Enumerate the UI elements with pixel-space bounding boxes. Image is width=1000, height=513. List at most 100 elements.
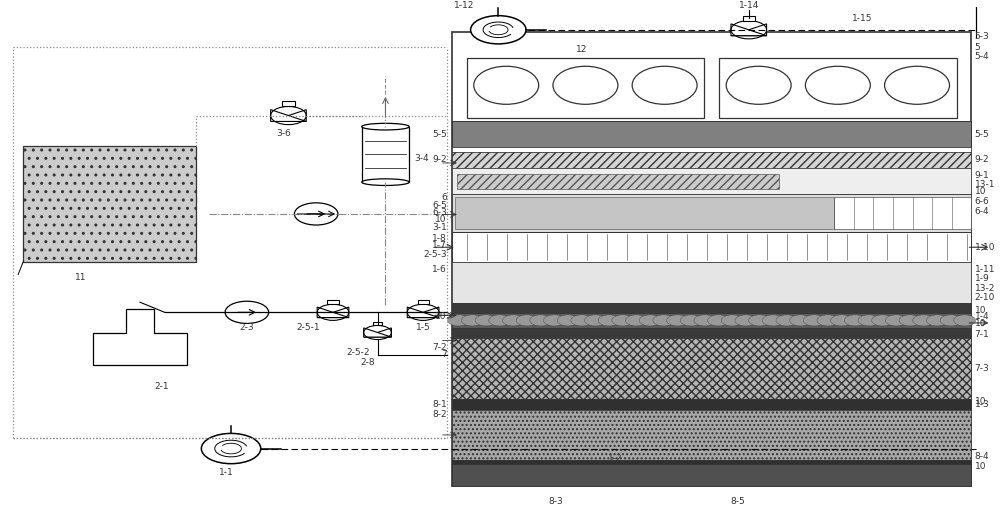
Bar — [719, 57, 957, 118]
Circle shape — [762, 315, 784, 326]
Text: 10: 10 — [435, 215, 447, 224]
Text: 5-5: 5-5 — [432, 130, 447, 139]
Text: 10: 10 — [974, 462, 986, 471]
Polygon shape — [407, 307, 439, 318]
Circle shape — [502, 315, 524, 326]
Text: 6-3: 6-3 — [432, 208, 447, 218]
Circle shape — [721, 315, 743, 326]
Text: 1-1: 1-1 — [219, 468, 233, 477]
Circle shape — [940, 315, 962, 326]
Text: 2-10: 2-10 — [974, 293, 995, 302]
Text: 8-1: 8-1 — [432, 400, 447, 409]
Circle shape — [913, 315, 935, 326]
Bar — [467, 57, 704, 118]
Text: 12: 12 — [576, 46, 587, 54]
Bar — [282, 102, 295, 107]
Text: 8-4: 8-4 — [974, 451, 989, 461]
Ellipse shape — [726, 66, 791, 104]
Bar — [23, 146, 196, 262]
Ellipse shape — [805, 66, 870, 104]
Text: 11: 11 — [75, 272, 87, 282]
Ellipse shape — [885, 66, 950, 104]
Text: 1-4: 1-4 — [974, 312, 989, 321]
Text: 5-4: 5-4 — [974, 52, 989, 61]
Bar — [834, 198, 971, 229]
Text: 7-3: 7-3 — [974, 364, 989, 373]
Text: 13-1: 13-1 — [974, 180, 995, 189]
Circle shape — [817, 315, 839, 326]
Circle shape — [954, 315, 976, 326]
Circle shape — [475, 315, 497, 326]
Polygon shape — [317, 307, 349, 318]
Text: 10: 10 — [974, 397, 986, 406]
Circle shape — [776, 315, 798, 326]
Ellipse shape — [632, 66, 697, 104]
Circle shape — [708, 315, 729, 326]
Ellipse shape — [553, 66, 618, 104]
Text: 6-4: 6-4 — [974, 207, 989, 216]
Text: 10: 10 — [974, 320, 986, 328]
Text: 2-8: 2-8 — [360, 358, 375, 367]
Circle shape — [899, 315, 921, 326]
Circle shape — [694, 315, 716, 326]
Polygon shape — [317, 307, 349, 318]
Text: 3-4: 3-4 — [414, 154, 429, 163]
Text: 7-1: 7-1 — [974, 329, 989, 339]
Polygon shape — [407, 307, 439, 318]
Circle shape — [735, 315, 757, 326]
Bar — [452, 303, 971, 313]
Circle shape — [667, 315, 688, 326]
Text: 5-5: 5-5 — [974, 130, 989, 139]
Circle shape — [571, 315, 593, 326]
Bar — [418, 300, 429, 304]
Bar — [452, 313, 971, 328]
Bar — [455, 198, 834, 229]
Ellipse shape — [362, 179, 409, 186]
Bar — [452, 152, 971, 168]
Bar — [452, 464, 971, 486]
Circle shape — [626, 315, 647, 326]
Text: 2-1: 2-1 — [155, 382, 169, 391]
Circle shape — [201, 433, 261, 464]
Bar — [452, 232, 971, 262]
Bar — [373, 322, 382, 325]
Ellipse shape — [474, 66, 539, 104]
Text: 9-2: 9-2 — [432, 155, 447, 165]
Circle shape — [653, 315, 675, 326]
Text: 1-5: 1-5 — [416, 323, 430, 332]
Circle shape — [680, 315, 702, 326]
Text: 9-2: 9-2 — [974, 155, 989, 165]
Bar — [452, 121, 971, 147]
Bar — [452, 168, 971, 194]
Polygon shape — [93, 309, 187, 365]
Bar — [452, 410, 971, 460]
Text: 5: 5 — [974, 43, 980, 52]
Text: 2-5-3: 2-5-3 — [423, 250, 447, 259]
Circle shape — [598, 315, 620, 326]
Circle shape — [790, 315, 811, 326]
Text: 1-7: 1-7 — [432, 241, 447, 250]
Circle shape — [543, 315, 565, 326]
Text: 1-6: 1-6 — [432, 265, 447, 274]
Text: 13-2: 13-2 — [974, 284, 995, 293]
Text: 5-3: 5-3 — [974, 32, 989, 41]
Bar — [452, 460, 971, 470]
Text: 10: 10 — [974, 306, 986, 315]
Bar — [452, 328, 971, 338]
Text: 6: 6 — [441, 193, 447, 202]
Text: 1-3: 1-3 — [974, 400, 989, 409]
Text: 8-2: 8-2 — [432, 410, 447, 419]
Text: 8-5: 8-5 — [730, 497, 745, 506]
Text: 2-5-1: 2-5-1 — [296, 323, 320, 332]
Bar — [452, 194, 971, 232]
Polygon shape — [364, 328, 391, 337]
Circle shape — [872, 315, 893, 326]
Bar — [327, 300, 339, 304]
Circle shape — [612, 315, 634, 326]
Bar — [452, 399, 971, 410]
Text: 1-10: 1-10 — [974, 243, 995, 252]
Circle shape — [471, 16, 526, 44]
Ellipse shape — [362, 123, 409, 130]
Circle shape — [639, 315, 661, 326]
Text: 8-3: 8-3 — [548, 497, 563, 506]
